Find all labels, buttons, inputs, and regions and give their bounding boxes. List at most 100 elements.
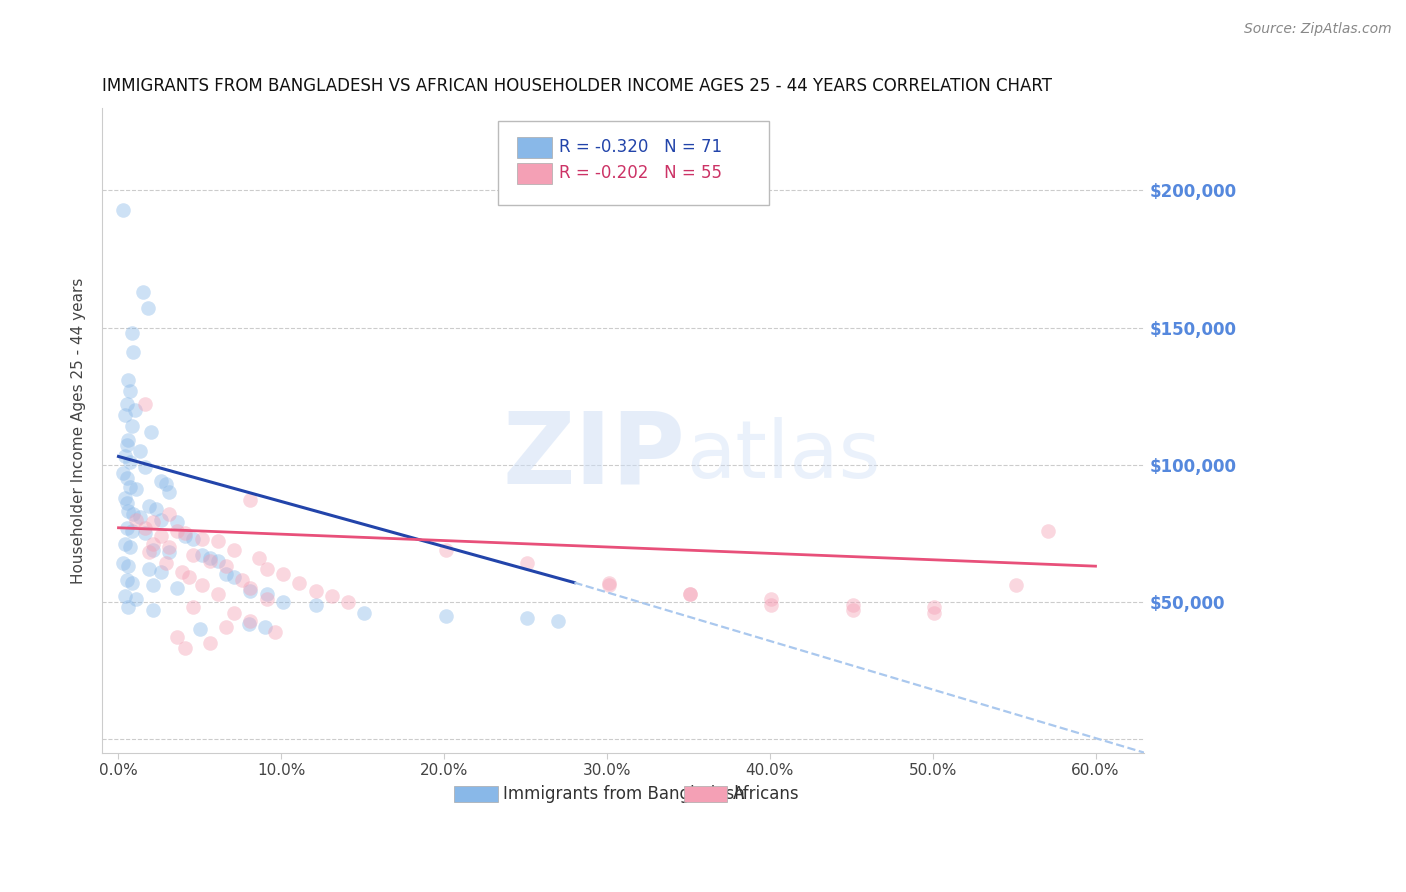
- Point: [761, 592, 783, 607]
- Point: [166, 524, 188, 538]
- Point: [434, 608, 457, 623]
- Point: [145, 501, 167, 516]
- Point: [598, 578, 620, 592]
- Point: [122, 507, 145, 521]
- Point: [132, 285, 155, 299]
- Point: [183, 532, 205, 546]
- Point: [118, 384, 141, 398]
- Point: [188, 622, 211, 636]
- Text: R = -0.202   N = 55: R = -0.202 N = 55: [558, 164, 721, 182]
- Point: [149, 529, 172, 543]
- Point: [128, 444, 150, 458]
- Point: [224, 542, 246, 557]
- Text: Africans: Africans: [733, 785, 800, 803]
- Point: [134, 460, 156, 475]
- Point: [516, 611, 538, 625]
- Point: [166, 631, 188, 645]
- Point: [112, 202, 135, 217]
- Point: [1004, 578, 1026, 592]
- Point: [190, 548, 212, 562]
- Point: [142, 516, 165, 530]
- Point: [142, 603, 165, 617]
- Point: [118, 480, 141, 494]
- Point: [239, 581, 262, 595]
- Point: [121, 419, 143, 434]
- Point: [679, 586, 702, 600]
- Point: [198, 554, 221, 568]
- Point: [174, 526, 197, 541]
- Point: [125, 483, 148, 497]
- FancyBboxPatch shape: [498, 121, 769, 205]
- Point: [115, 471, 138, 485]
- Point: [121, 575, 143, 590]
- Point: [117, 504, 139, 518]
- Point: [224, 570, 246, 584]
- Point: [166, 516, 188, 530]
- Point: [239, 614, 262, 628]
- Point: [256, 592, 278, 607]
- Point: [516, 557, 538, 571]
- Point: [115, 397, 138, 411]
- Point: [134, 397, 156, 411]
- Point: [128, 509, 150, 524]
- Point: [114, 491, 136, 505]
- FancyBboxPatch shape: [683, 786, 727, 802]
- Point: [761, 598, 783, 612]
- Point: [198, 550, 221, 565]
- Point: [142, 578, 165, 592]
- Point: [121, 326, 143, 340]
- Point: [190, 578, 212, 592]
- Point: [136, 301, 159, 316]
- Text: IMMIGRANTS FROM BANGLADESH VS AFRICAN HOUSEHOLDER INCOME AGES 25 - 44 YEARS CORR: IMMIGRANTS FROM BANGLADESH VS AFRICAN HO…: [103, 78, 1052, 95]
- Point: [177, 570, 200, 584]
- Point: [157, 485, 180, 500]
- Point: [125, 512, 148, 526]
- Point: [239, 583, 262, 598]
- Point: [304, 598, 326, 612]
- Point: [254, 619, 277, 633]
- Point: [198, 636, 221, 650]
- Point: [149, 565, 172, 579]
- Point: [256, 586, 278, 600]
- Text: Immigrants from Bangladesh: Immigrants from Bangladesh: [503, 785, 745, 803]
- Point: [547, 614, 569, 628]
- Point: [114, 537, 136, 551]
- Text: atlas: atlas: [686, 417, 880, 495]
- Point: [271, 567, 294, 582]
- Point: [239, 493, 262, 508]
- Point: [224, 606, 246, 620]
- Point: [598, 575, 620, 590]
- Point: [117, 433, 139, 447]
- Point: [215, 559, 238, 574]
- Point: [166, 581, 188, 595]
- Point: [924, 606, 946, 620]
- Point: [679, 586, 702, 600]
- Point: [115, 496, 138, 510]
- Point: [138, 545, 160, 559]
- Point: [434, 542, 457, 557]
- Point: [183, 548, 205, 562]
- Point: [157, 545, 180, 559]
- Point: [114, 409, 136, 423]
- Point: [134, 521, 156, 535]
- Point: [170, 565, 193, 579]
- Point: [125, 592, 148, 607]
- Point: [138, 499, 160, 513]
- Point: [117, 559, 139, 574]
- Point: [1038, 524, 1060, 538]
- Point: [271, 595, 294, 609]
- Point: [134, 526, 156, 541]
- Point: [247, 550, 270, 565]
- Point: [842, 603, 865, 617]
- Point: [118, 455, 141, 469]
- Point: [115, 573, 138, 587]
- Point: [117, 373, 139, 387]
- FancyBboxPatch shape: [454, 786, 498, 802]
- Point: [183, 600, 205, 615]
- Point: [231, 573, 253, 587]
- Point: [256, 562, 278, 576]
- Point: [139, 425, 162, 439]
- Point: [207, 534, 229, 549]
- Point: [117, 600, 139, 615]
- Point: [112, 466, 135, 480]
